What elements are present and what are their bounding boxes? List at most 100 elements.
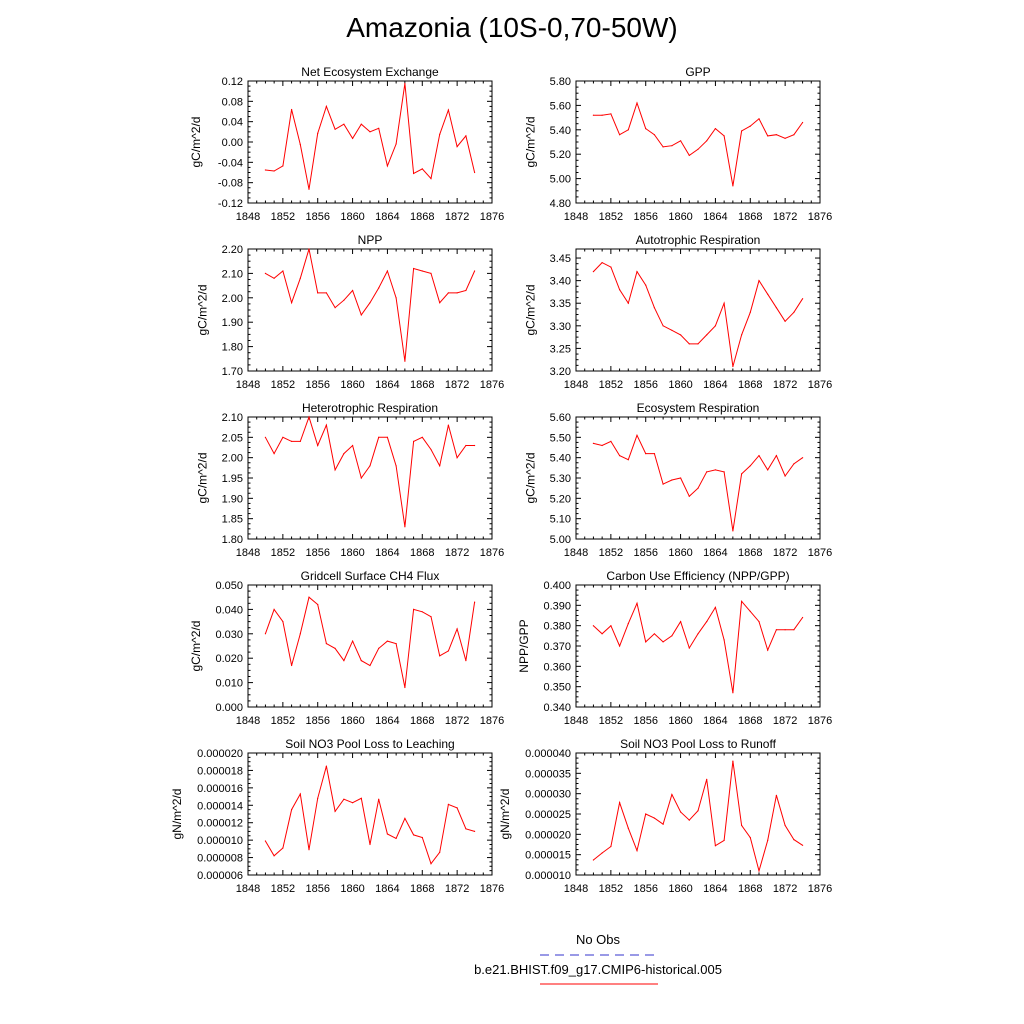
- x-tick-label: 1868: [738, 379, 762, 391]
- y-axis-label: NPP/GPP: [517, 619, 531, 672]
- plot-frame: [575, 80, 821, 204]
- panel-1: Net Ecosystem Exchange 1848 1852 1856 1860 18…: [189, 65, 504, 223]
- data-point: [386, 270, 388, 272]
- data-point: [619, 134, 621, 136]
- data-point: [749, 465, 751, 467]
- data-point: [671, 793, 673, 796]
- data-point: [802, 844, 804, 846]
- data-point: [404, 360, 406, 362]
- y-axis-label: gC/m^2/d: [523, 285, 537, 336]
- data-point: [369, 302, 371, 304]
- plot-frame: [247, 248, 493, 372]
- x-tick-label: 1856: [633, 883, 657, 895]
- x-tick-label: 1876: [480, 211, 504, 223]
- panel-title: Carbon Use Efficiency (NPP/GPP): [606, 569, 789, 583]
- series-line: [593, 101, 804, 186]
- x-tick-label: 1852: [271, 379, 295, 391]
- y-tick-label: 0.350: [543, 682, 571, 694]
- data-point: [636, 434, 638, 436]
- y-tick-label: 0.08: [222, 96, 243, 108]
- data-point: [447, 803, 449, 806]
- series-line: [593, 600, 804, 693]
- data-point: [767, 469, 769, 471]
- data-point: [688, 647, 690, 649]
- data-point: [421, 436, 423, 438]
- data-point: [334, 307, 336, 309]
- data-point: [741, 334, 743, 336]
- figure-title: Amazonia (10S-0,70-50W): [346, 12, 678, 43]
- data-point: [352, 640, 354, 642]
- data-point: [741, 824, 743, 827]
- data-point: [680, 334, 682, 336]
- data-point: [413, 267, 415, 270]
- data-point: [697, 633, 699, 635]
- data-point: [767, 649, 769, 651]
- data-point: [732, 530, 734, 532]
- data-point: [378, 647, 380, 650]
- x-tick-label: 1852: [271, 547, 295, 559]
- data-point: [653, 307, 656, 309]
- data-point: [317, 444, 319, 447]
- panel-title: GPP: [685, 65, 710, 79]
- data-point: [308, 596, 310, 598]
- x-tick-label: 1868: [738, 715, 762, 727]
- data-point: [352, 444, 354, 447]
- data-point: [592, 625, 595, 627]
- y-tick-label: 3.40: [550, 276, 571, 288]
- y-tick-label: -0.08: [218, 178, 243, 190]
- y-tick-label: 1.80: [222, 534, 243, 546]
- data-point: [456, 292, 458, 294]
- data-point: [404, 817, 406, 820]
- data-point: [413, 834, 415, 836]
- x-tick-label: 1848: [236, 211, 260, 223]
- y-tick-label: 0.380: [543, 621, 571, 633]
- data-point: [291, 664, 293, 667]
- x-tick-label: 1852: [599, 379, 623, 391]
- y-tick-label: 3.35: [550, 298, 571, 310]
- legend-label-model-run: b.e21.BHIST.f09_g17.CMIP6-historical.005: [474, 962, 722, 977]
- x-tick-label: 1860: [668, 211, 692, 223]
- data-point: [784, 137, 786, 139]
- data-point: [610, 845, 612, 848]
- data-point: [767, 293, 769, 295]
- data-point: [601, 262, 603, 264]
- y-tick-label: 2.05: [222, 432, 243, 444]
- y-tick-label: 0.050: [215, 580, 243, 592]
- data-point: [749, 125, 751, 127]
- data-point: [793, 134, 795, 136]
- x-tick-label: 1856: [633, 715, 657, 727]
- data-point: [619, 289, 621, 291]
- data-point: [308, 188, 310, 190]
- data-point: [784, 320, 786, 322]
- data-point: [645, 284, 647, 286]
- data-point: [386, 436, 388, 438]
- x-tick-label: 1856: [305, 547, 329, 559]
- data-point: [627, 459, 629, 461]
- data-point: [714, 469, 717, 471]
- data-point: [758, 118, 760, 120]
- data-point: [378, 287, 380, 289]
- data-point: [619, 455, 621, 457]
- data-point: [601, 114, 603, 116]
- data-point: [706, 471, 708, 473]
- y-tick-label: 3.25: [550, 343, 571, 355]
- data-point: [732, 365, 734, 368]
- data-point: [680, 140, 682, 142]
- data-point: [758, 870, 760, 872]
- panel-10: Soil NO3 Pool Loss to Runoff 1848 1852 1856…: [498, 737, 832, 895]
- x-tick-label: 1860: [340, 211, 364, 223]
- data-point: [662, 641, 664, 643]
- panel-4: Autotrophic Respiration 1848 1852 1856 1860 1…: [523, 233, 832, 391]
- data-point: [299, 440, 301, 442]
- data-point: [775, 794, 778, 796]
- data-point: [610, 625, 612, 627]
- data-point: [404, 82, 406, 85]
- data-point: [697, 343, 699, 345]
- x-tick-label: 1848: [564, 211, 588, 223]
- x-tick-label: 1856: [305, 379, 329, 391]
- data-point: [474, 830, 476, 833]
- plot-frame: [247, 752, 493, 876]
- data-point: [636, 602, 638, 604]
- x-tick-label: 1872: [773, 547, 797, 559]
- x-tick-label: 1872: [445, 883, 469, 895]
